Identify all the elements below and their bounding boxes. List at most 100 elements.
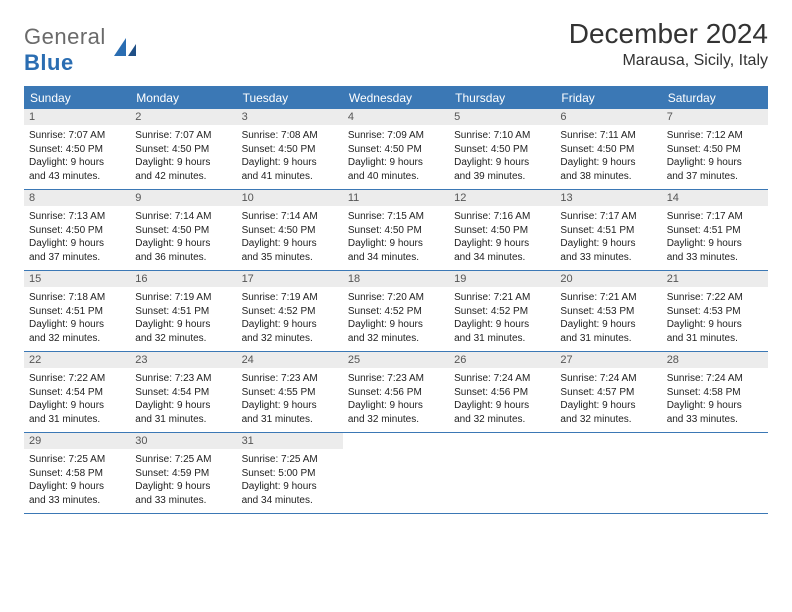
week-row: 15Sunrise: 7:18 AMSunset: 4:51 PMDayligh… bbox=[24, 271, 768, 352]
sunrise-line: Sunrise: 7:15 AM bbox=[348, 210, 444, 224]
sunrise-line: Sunrise: 7:21 AM bbox=[560, 291, 656, 305]
day-body: Sunrise: 7:20 AMSunset: 4:52 PMDaylight:… bbox=[343, 287, 449, 351]
day-number: 5 bbox=[449, 109, 555, 125]
daylight-line-2: and 42 minutes. bbox=[135, 170, 231, 184]
day-body: Sunrise: 7:14 AMSunset: 4:50 PMDaylight:… bbox=[237, 206, 343, 270]
day-number: 26 bbox=[449, 352, 555, 368]
sunset-line: Sunset: 4:50 PM bbox=[667, 143, 763, 157]
heading: December 2024 Marausa, Sicily, Italy bbox=[569, 18, 768, 70]
day-body: Sunrise: 7:22 AMSunset: 4:53 PMDaylight:… bbox=[662, 287, 768, 351]
day-number: 12 bbox=[449, 190, 555, 206]
sunset-line: Sunset: 4:50 PM bbox=[29, 224, 125, 238]
day-cell: 15Sunrise: 7:18 AMSunset: 4:51 PMDayligh… bbox=[24, 271, 130, 351]
day-cell: 3Sunrise: 7:08 AMSunset: 4:50 PMDaylight… bbox=[237, 109, 343, 189]
day-number: 13 bbox=[555, 190, 661, 206]
sunset-line: Sunset: 4:51 PM bbox=[135, 305, 231, 319]
sunset-line: Sunset: 4:51 PM bbox=[29, 305, 125, 319]
day-body: Sunrise: 7:07 AMSunset: 4:50 PMDaylight:… bbox=[130, 125, 236, 189]
sunrise-line: Sunrise: 7:11 AM bbox=[560, 129, 656, 143]
dow-cell: Friday bbox=[555, 87, 661, 109]
sunrise-line: Sunrise: 7:17 AM bbox=[560, 210, 656, 224]
sunset-line: Sunset: 4:52 PM bbox=[242, 305, 338, 319]
sunrise-line: Sunrise: 7:21 AM bbox=[454, 291, 550, 305]
sunset-line: Sunset: 4:50 PM bbox=[348, 224, 444, 238]
sunset-line: Sunset: 4:50 PM bbox=[242, 143, 338, 157]
sunrise-line: Sunrise: 7:25 AM bbox=[242, 453, 338, 467]
sunrise-line: Sunrise: 7:25 AM bbox=[29, 453, 125, 467]
sail-icon bbox=[112, 36, 138, 65]
daylight-line-1: Daylight: 9 hours bbox=[454, 156, 550, 170]
sunset-line: Sunset: 4:52 PM bbox=[348, 305, 444, 319]
day-body: Sunrise: 7:11 AMSunset: 4:50 PMDaylight:… bbox=[555, 125, 661, 189]
day-body: Sunrise: 7:12 AMSunset: 4:50 PMDaylight:… bbox=[662, 125, 768, 189]
sunrise-line: Sunrise: 7:07 AM bbox=[135, 129, 231, 143]
daylight-line-2: and 37 minutes. bbox=[667, 170, 763, 184]
week-row: 8Sunrise: 7:13 AMSunset: 4:50 PMDaylight… bbox=[24, 190, 768, 271]
daylight-line-1: Daylight: 9 hours bbox=[348, 318, 444, 332]
day-number: 8 bbox=[24, 190, 130, 206]
day-cell: 28Sunrise: 7:24 AMSunset: 4:58 PMDayligh… bbox=[662, 352, 768, 432]
dow-cell: Sunday bbox=[24, 87, 130, 109]
daylight-line-2: and 31 minutes. bbox=[242, 413, 338, 427]
sunset-line: Sunset: 4:59 PM bbox=[135, 467, 231, 481]
daylight-line-1: Daylight: 9 hours bbox=[560, 399, 656, 413]
day-body: Sunrise: 7:07 AMSunset: 4:50 PMDaylight:… bbox=[24, 125, 130, 189]
daylight-line-2: and 34 minutes. bbox=[454, 251, 550, 265]
sunset-line: Sunset: 4:52 PM bbox=[454, 305, 550, 319]
daylight-line-2: and 32 minutes. bbox=[29, 332, 125, 346]
day-cell: .. bbox=[555, 433, 661, 513]
sunrise-line: Sunrise: 7:22 AM bbox=[667, 291, 763, 305]
sunrise-line: Sunrise: 7:14 AM bbox=[135, 210, 231, 224]
day-number: 30 bbox=[130, 433, 236, 449]
day-body: Sunrise: 7:19 AMSunset: 4:52 PMDaylight:… bbox=[237, 287, 343, 351]
day-cell: 8Sunrise: 7:13 AMSunset: 4:50 PMDaylight… bbox=[24, 190, 130, 270]
dow-cell: Tuesday bbox=[237, 87, 343, 109]
daylight-line-2: and 31 minutes. bbox=[454, 332, 550, 346]
logo-word-2: Blue bbox=[24, 50, 74, 75]
sunrise-line: Sunrise: 7:19 AM bbox=[242, 291, 338, 305]
day-number: 21 bbox=[662, 271, 768, 287]
calendar-page: General Blue December 2024 Marausa, Sici… bbox=[0, 0, 792, 532]
sunrise-line: Sunrise: 7:22 AM bbox=[29, 372, 125, 386]
sunset-line: Sunset: 4:53 PM bbox=[667, 305, 763, 319]
sunset-line: Sunset: 4:55 PM bbox=[242, 386, 338, 400]
day-cell: 13Sunrise: 7:17 AMSunset: 4:51 PMDayligh… bbox=[555, 190, 661, 270]
daylight-line-1: Daylight: 9 hours bbox=[348, 156, 444, 170]
day-cell: 25Sunrise: 7:23 AMSunset: 4:56 PMDayligh… bbox=[343, 352, 449, 432]
day-number: 10 bbox=[237, 190, 343, 206]
day-number: 29 bbox=[24, 433, 130, 449]
day-body: Sunrise: 7:13 AMSunset: 4:50 PMDaylight:… bbox=[24, 206, 130, 270]
day-cell: 23Sunrise: 7:23 AMSunset: 4:54 PMDayligh… bbox=[130, 352, 236, 432]
day-cell: 6Sunrise: 7:11 AMSunset: 4:50 PMDaylight… bbox=[555, 109, 661, 189]
day-number: 20 bbox=[555, 271, 661, 287]
day-body: Sunrise: 7:25 AMSunset: 5:00 PMDaylight:… bbox=[237, 449, 343, 513]
daylight-line-1: Daylight: 9 hours bbox=[135, 318, 231, 332]
sunrise-line: Sunrise: 7:08 AM bbox=[242, 129, 338, 143]
sunset-line: Sunset: 4:58 PM bbox=[29, 467, 125, 481]
sunrise-line: Sunrise: 7:19 AM bbox=[135, 291, 231, 305]
daylight-line-2: and 35 minutes. bbox=[242, 251, 338, 265]
day-cell: .. bbox=[343, 433, 449, 513]
day-body: Sunrise: 7:23 AMSunset: 4:54 PMDaylight:… bbox=[130, 368, 236, 432]
day-number: 31 bbox=[237, 433, 343, 449]
sunrise-line: Sunrise: 7:24 AM bbox=[454, 372, 550, 386]
day-cell: 10Sunrise: 7:14 AMSunset: 4:50 PMDayligh… bbox=[237, 190, 343, 270]
day-body: Sunrise: 7:18 AMSunset: 4:51 PMDaylight:… bbox=[24, 287, 130, 351]
day-cell: 31Sunrise: 7:25 AMSunset: 5:00 PMDayligh… bbox=[237, 433, 343, 513]
daylight-line-1: Daylight: 9 hours bbox=[667, 237, 763, 251]
day-body: Sunrise: 7:17 AMSunset: 4:51 PMDaylight:… bbox=[662, 206, 768, 270]
week-row: 22Sunrise: 7:22 AMSunset: 4:54 PMDayligh… bbox=[24, 352, 768, 433]
daylight-line-2: and 32 minutes. bbox=[454, 413, 550, 427]
daylight-line-2: and 36 minutes. bbox=[135, 251, 231, 265]
daylight-line-1: Daylight: 9 hours bbox=[29, 480, 125, 494]
sunrise-line: Sunrise: 7:14 AM bbox=[242, 210, 338, 224]
sunrise-line: Sunrise: 7:20 AM bbox=[348, 291, 444, 305]
day-cell: .. bbox=[449, 433, 555, 513]
page-title: December 2024 bbox=[569, 18, 768, 50]
day-body: Sunrise: 7:19 AMSunset: 4:51 PMDaylight:… bbox=[130, 287, 236, 351]
day-cell: 4Sunrise: 7:09 AMSunset: 4:50 PMDaylight… bbox=[343, 109, 449, 189]
daylight-line-2: and 33 minutes. bbox=[667, 251, 763, 265]
daylight-line-1: Daylight: 9 hours bbox=[242, 399, 338, 413]
sunset-line: Sunset: 4:58 PM bbox=[667, 386, 763, 400]
week-row: 29Sunrise: 7:25 AMSunset: 4:58 PMDayligh… bbox=[24, 433, 768, 514]
